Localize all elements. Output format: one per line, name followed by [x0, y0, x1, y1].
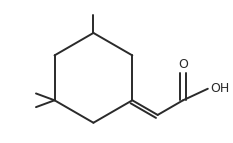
Text: OH: OH [210, 82, 229, 95]
Text: O: O [178, 58, 188, 71]
